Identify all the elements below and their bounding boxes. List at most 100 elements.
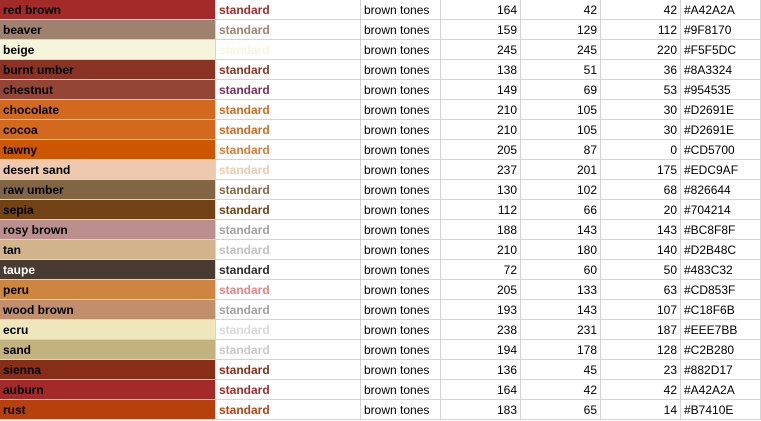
green-value-cell[interactable]: 65 <box>521 400 601 420</box>
green-value-cell[interactable]: 180 <box>521 240 601 260</box>
standard-cell[interactable]: standard <box>216 200 361 220</box>
color-name-cell[interactable]: sienna <box>0 360 216 380</box>
hex-code-cell[interactable]: #704214 <box>681 200 761 220</box>
red-value-cell[interactable]: 238 <box>441 320 521 340</box>
tone-group-cell[interactable]: brown tones <box>361 400 441 420</box>
green-value-cell[interactable]: 231 <box>521 320 601 340</box>
hex-code-cell[interactable]: #D2691E <box>681 120 761 140</box>
color-name-cell[interactable]: chocolate <box>0 100 216 120</box>
blue-value-cell[interactable]: 220 <box>601 40 681 60</box>
tone-group-cell[interactable]: brown tones <box>361 0 441 20</box>
standard-cell[interactable]: standard <box>216 140 361 160</box>
color-name-cell[interactable]: burnt umber <box>0 60 216 80</box>
green-value-cell[interactable]: 42 <box>521 380 601 400</box>
color-name-cell[interactable]: ecru <box>0 320 216 340</box>
blue-value-cell[interactable]: 128 <box>601 340 681 360</box>
standard-cell[interactable]: standard <box>216 120 361 140</box>
hex-code-cell[interactable]: #A42A2A <box>681 0 761 20</box>
green-value-cell[interactable]: 178 <box>521 340 601 360</box>
green-value-cell[interactable]: 133 <box>521 280 601 300</box>
hex-code-cell[interactable]: #CD853F <box>681 280 761 300</box>
blue-value-cell[interactable]: 42 <box>601 380 681 400</box>
color-name-cell[interactable]: taupe <box>0 260 216 280</box>
color-name-cell[interactable]: auburn <box>0 380 216 400</box>
standard-cell[interactable]: standard <box>216 80 361 100</box>
standard-cell[interactable]: standard <box>216 60 361 80</box>
red-value-cell[interactable]: 210 <box>441 100 521 120</box>
color-name-cell[interactable]: raw umber <box>0 180 216 200</box>
tone-group-cell[interactable]: brown tones <box>361 180 441 200</box>
standard-cell[interactable]: standard <box>216 100 361 120</box>
standard-cell[interactable]: standard <box>216 260 361 280</box>
color-name-cell[interactable]: tawny <box>0 140 216 160</box>
tone-group-cell[interactable]: brown tones <box>361 220 441 240</box>
color-name-cell[interactable]: sand <box>0 340 216 360</box>
hex-code-cell[interactable]: #483C32 <box>681 260 761 280</box>
red-value-cell[interactable]: 210 <box>441 240 521 260</box>
tone-group-cell[interactable]: brown tones <box>361 280 441 300</box>
tone-group-cell[interactable]: brown tones <box>361 80 441 100</box>
tone-group-cell[interactable]: brown tones <box>361 380 441 400</box>
blue-value-cell[interactable]: 42 <box>601 0 681 20</box>
hex-code-cell[interactable]: #C18F6B <box>681 300 761 320</box>
standard-cell[interactable]: standard <box>216 180 361 200</box>
green-value-cell[interactable]: 69 <box>521 80 601 100</box>
tone-group-cell[interactable]: brown tones <box>361 20 441 40</box>
standard-cell[interactable]: standard <box>216 360 361 380</box>
blue-value-cell[interactable]: 143 <box>601 220 681 240</box>
hex-code-cell[interactable]: #CD5700 <box>681 140 761 160</box>
blue-value-cell[interactable]: 140 <box>601 240 681 260</box>
standard-cell[interactable]: standard <box>216 0 361 20</box>
tone-group-cell[interactable]: brown tones <box>361 160 441 180</box>
green-value-cell[interactable]: 42 <box>521 0 601 20</box>
blue-value-cell[interactable]: 20 <box>601 200 681 220</box>
green-value-cell[interactable]: 87 <box>521 140 601 160</box>
red-value-cell[interactable]: 205 <box>441 280 521 300</box>
hex-code-cell[interactable]: #EDC9AF <box>681 160 761 180</box>
standard-cell[interactable]: standard <box>216 240 361 260</box>
tone-group-cell[interactable]: brown tones <box>361 240 441 260</box>
blue-value-cell[interactable]: 30 <box>601 120 681 140</box>
blue-value-cell[interactable]: 0 <box>601 140 681 160</box>
hex-code-cell[interactable]: #BC8F8F <box>681 220 761 240</box>
red-value-cell[interactable]: 159 <box>441 20 521 40</box>
hex-code-cell[interactable]: #C2B280 <box>681 340 761 360</box>
color-name-cell[interactable]: red brown <box>0 0 216 20</box>
green-value-cell[interactable]: 105 <box>521 120 601 140</box>
hex-code-cell[interactable]: #9F8170 <box>681 20 761 40</box>
color-name-cell[interactable]: cocoa <box>0 120 216 140</box>
green-value-cell[interactable]: 245 <box>521 40 601 60</box>
hex-code-cell[interactable]: #826644 <box>681 180 761 200</box>
blue-value-cell[interactable]: 68 <box>601 180 681 200</box>
tone-group-cell[interactable]: brown tones <box>361 320 441 340</box>
blue-value-cell[interactable]: 53 <box>601 80 681 100</box>
tone-group-cell[interactable]: brown tones <box>361 100 441 120</box>
red-value-cell[interactable]: 194 <box>441 340 521 360</box>
red-value-cell[interactable]: 164 <box>441 380 521 400</box>
standard-cell[interactable]: standard <box>216 320 361 340</box>
red-value-cell[interactable]: 245 <box>441 40 521 60</box>
red-value-cell[interactable]: 130 <box>441 180 521 200</box>
blue-value-cell[interactable]: 14 <box>601 400 681 420</box>
green-value-cell[interactable]: 66 <box>521 200 601 220</box>
hex-code-cell[interactable]: #D2B48C <box>681 240 761 260</box>
tone-group-cell[interactable]: brown tones <box>361 40 441 60</box>
standard-cell[interactable]: standard <box>216 160 361 180</box>
color-name-cell[interactable]: beaver <box>0 20 216 40</box>
standard-cell[interactable]: standard <box>216 20 361 40</box>
tone-group-cell[interactable]: brown tones <box>361 300 441 320</box>
blue-value-cell[interactable]: 175 <box>601 160 681 180</box>
blue-value-cell[interactable]: 50 <box>601 260 681 280</box>
hex-code-cell[interactable]: #A42A2A <box>681 380 761 400</box>
hex-code-cell[interactable]: #954535 <box>681 80 761 100</box>
tone-group-cell[interactable]: brown tones <box>361 200 441 220</box>
standard-cell[interactable]: standard <box>216 400 361 420</box>
blue-value-cell[interactable]: 112 <box>601 20 681 40</box>
red-value-cell[interactable]: 112 <box>441 200 521 220</box>
tone-group-cell[interactable]: brown tones <box>361 360 441 380</box>
standard-cell[interactable]: standard <box>216 40 361 60</box>
blue-value-cell[interactable]: 23 <box>601 360 681 380</box>
hex-code-cell[interactable]: #D2691E <box>681 100 761 120</box>
hex-code-cell[interactable]: #B7410E <box>681 400 761 420</box>
standard-cell[interactable]: standard <box>216 340 361 360</box>
